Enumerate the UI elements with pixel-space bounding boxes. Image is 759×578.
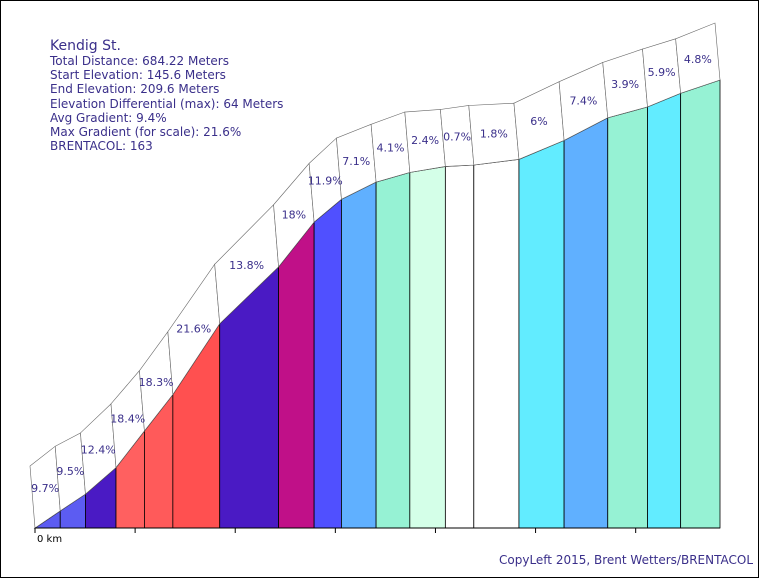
segment-bar [563,117,609,529]
segment-bar [647,92,682,529]
gradient-label: 7.1% [342,155,370,168]
gradient-label: 4.8% [684,53,712,66]
gradient-label: 1.8% [480,127,508,140]
gradient-label: 18.3% [139,376,174,389]
gradient-label: 11.9% [308,175,343,188]
gradient-label-band [29,22,721,529]
copyleft-credit: CopyLeft 2015, Brent Wetters/BRENTACOL [499,553,754,567]
gradient-label: 21.6% [176,323,211,336]
segment-bar [473,158,520,529]
segment-bar [341,181,377,529]
max-gradient: Max Gradient (for scale): 21.6% [50,125,242,140]
gradient-label: 12.4% [81,444,116,457]
segment-bar [313,198,342,529]
x-tick-label: 0 km [37,534,62,545]
gradient-label: 0.7% [443,131,471,144]
avg-gradient: Avg Gradient: 9.4% [50,110,167,125]
end-elevation: End Elevation: 209.6 Meters [50,82,220,97]
brentacol-score: BRENTACOL: 163 [50,139,153,154]
total-distance: Total Distance: 684.22 Meters [50,54,229,68]
segment-bar [278,220,315,529]
segment-bar [680,79,721,529]
segment-band [675,22,721,94]
gradient-label: 2.4% [411,134,439,147]
elevation-differential: Elevation Differential (max): 64 Meters [50,96,284,111]
route-title: Kendig St. [50,38,121,54]
gradient-label: 4.1% [376,142,404,155]
segment-bar [409,165,446,529]
gradient-label: 18% [282,208,306,221]
segment-bar [444,164,475,529]
gradient-label: 5.9% [648,66,676,79]
gradient-label: 18.4% [110,412,145,425]
gradient-label: 9.5% [56,465,84,478]
gradient-labels: 9.7% 9.5% 12.4% 18.4% 18.3% 21.6% 13.8% 18% 11.9… [31,53,712,495]
segment-bar [375,171,411,529]
route-info: Kendig St. Total Distance: 684.22 Meters… [50,38,283,153]
gradient-label: 13.8% [229,259,264,272]
gradient-label: 7.4% [569,95,597,108]
gradient-label: 9.7% [31,482,59,495]
gradient-label: 3.9% [611,78,639,91]
start-elevation: Start Elevation: 145.6 Meters [50,68,226,83]
x-axis-ticks [34,528,637,533]
segment-bar [607,106,648,529]
segment-bar [518,139,565,529]
gradient-label: 6% [530,115,547,128]
